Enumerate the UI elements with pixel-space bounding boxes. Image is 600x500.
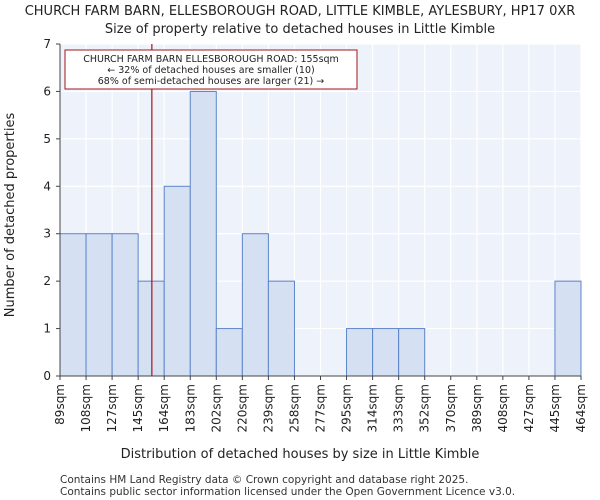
x-tick-label: 108sqm <box>79 384 93 432</box>
bar-445sqm <box>554 280 582 377</box>
x-tick-label: 277sqm <box>314 384 328 432</box>
x-axis-label: Distribution of detached houses by size … <box>121 447 480 462</box>
x-tick-label: 258sqm <box>287 384 301 432</box>
y-tick-label: 4 <box>43 179 51 193</box>
y-tick-label: 2 <box>43 274 51 288</box>
x-tick-label: 239sqm <box>261 384 275 432</box>
bar-314sqm <box>372 328 400 377</box>
y-tick-label: 7 <box>43 37 51 51</box>
x-tick-label: 445sqm <box>548 384 562 432</box>
bar-108sqm <box>85 233 113 377</box>
bar-127sqm <box>111 233 139 377</box>
footer-line-1: Contains HM Land Registry data © Crown c… <box>60 474 468 486</box>
annotation-line-3: 68% of semi-detached houses are larger (… <box>98 76 325 87</box>
y-axis-label: Number of detached properties <box>3 113 18 318</box>
y-tick-label: 1 <box>43 322 51 336</box>
bar-239sqm <box>267 280 295 377</box>
x-tick-label: 202sqm <box>209 384 223 432</box>
chart-subtitle: Size of property relative to detached ho… <box>105 22 495 37</box>
bar-164sqm <box>163 185 191 377</box>
plot-area: 0 1 2 3 4 5 6 7 89sqm 108sqm 127sqm 145sqm 164sqm 183… <box>43 37 588 432</box>
bar-89sqm <box>59 233 87 377</box>
annotation-line-1: CHURCH FARM BARN ELLESBOROUGH ROAD: 155s… <box>83 54 339 65</box>
bar-220sqm <box>241 233 269 377</box>
bar-295sqm <box>346 328 374 377</box>
x-tick-label: 183sqm <box>183 384 197 432</box>
y-tick-label: 5 <box>43 132 51 146</box>
x-tick-label: 220sqm <box>235 384 249 432</box>
x-tick-label: 164sqm <box>157 384 171 432</box>
x-tick-label: 314sqm <box>366 384 380 432</box>
x-tick-label: 408sqm <box>496 384 510 432</box>
x-tick-label: 427sqm <box>522 384 536 432</box>
bar-333sqm <box>398 328 426 377</box>
chart-title: CHURCH FARM BARN, ELLESBOROUGH ROAD, LIT… <box>25 4 576 19</box>
annotation-box <box>64 49 358 90</box>
footer-line-2: Contains public sector information licen… <box>60 486 515 498</box>
x-tick-label: 370sqm <box>444 384 458 432</box>
x-tick-label: 464sqm <box>574 384 588 432</box>
bar-202sqm <box>215 328 243 377</box>
y-tick-label: 0 <box>43 369 51 383</box>
annotation-line-2: ← 32% of detached houses are smaller (10… <box>107 65 314 76</box>
bar-145sqm <box>137 280 165 377</box>
x-tick-label: 295sqm <box>340 384 354 432</box>
x-tick-label: 333sqm <box>392 384 406 432</box>
y-tick-label: 6 <box>43 84 51 98</box>
x-tick-label: 389sqm <box>470 384 484 432</box>
y-tick-label: 3 <box>43 227 51 241</box>
x-tick-label: 352sqm <box>418 384 432 432</box>
x-tick-label: 145sqm <box>131 384 145 432</box>
x-tick-label: 127sqm <box>105 384 119 432</box>
bar-183sqm <box>189 90 217 377</box>
x-tick-label: 89sqm <box>53 384 67 425</box>
